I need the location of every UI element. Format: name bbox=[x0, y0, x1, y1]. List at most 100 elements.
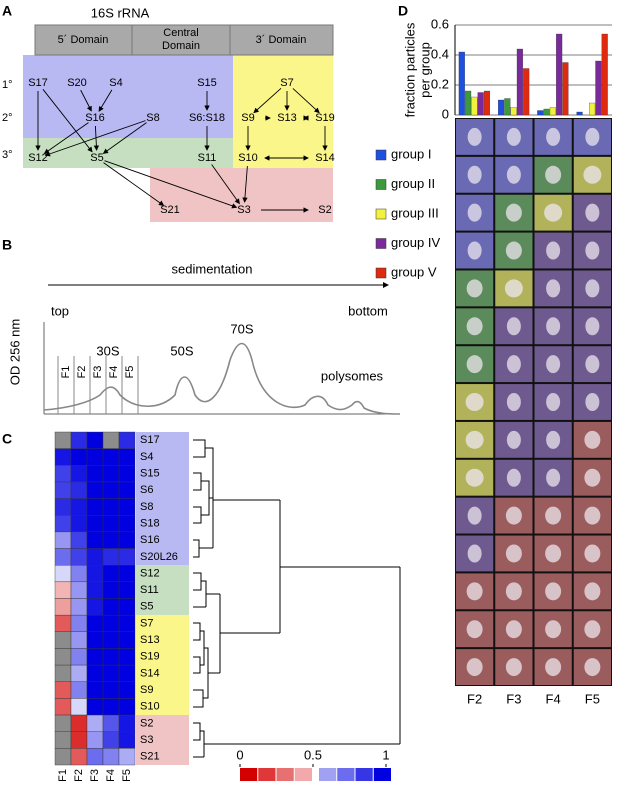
heatmap-cell bbox=[102, 448, 120, 466]
particle bbox=[545, 165, 562, 184]
particle bbox=[506, 468, 521, 487]
heatmap-cell bbox=[54, 681, 72, 699]
heatmap-cell bbox=[86, 731, 104, 749]
heatmap-cell bbox=[86, 498, 104, 516]
arrow bbox=[103, 162, 165, 206]
heatmap-cell bbox=[54, 748, 72, 766]
colorbar-swatch bbox=[355, 768, 373, 781]
colorbar-swatch bbox=[276, 768, 294, 781]
particle bbox=[465, 468, 484, 487]
bar bbox=[483, 90, 490, 116]
row-label: S17 bbox=[140, 434, 160, 446]
heatmap-cell bbox=[102, 498, 120, 516]
particle bbox=[506, 317, 521, 336]
legend-label: group II bbox=[391, 176, 435, 191]
heatmap-cell bbox=[70, 614, 88, 633]
y-tick-label: 0 bbox=[442, 106, 449, 121]
heatmap-cell bbox=[118, 448, 136, 466]
heatmap-cell bbox=[102, 631, 120, 649]
heatmap-cell bbox=[102, 664, 120, 682]
protein-node: S16 bbox=[85, 112, 105, 124]
column-label: F3 bbox=[89, 769, 101, 782]
protein-node: S11 bbox=[198, 152, 217, 164]
particle bbox=[583, 165, 602, 184]
panel-letter: D bbox=[398, 3, 408, 19]
heatmap-cell bbox=[54, 515, 72, 533]
bar bbox=[589, 102, 596, 116]
particle bbox=[584, 582, 601, 601]
particle bbox=[504, 279, 523, 298]
heatmap-cell bbox=[86, 631, 104, 649]
bar bbox=[601, 33, 608, 116]
bar bbox=[471, 96, 478, 116]
row-band bbox=[136, 715, 189, 765]
arrow bbox=[292, 88, 320, 114]
y-axis-label: fraction particles bbox=[402, 22, 417, 117]
heatmap-cell bbox=[54, 448, 72, 466]
row-band bbox=[136, 615, 189, 715]
row-label: S11 bbox=[140, 584, 159, 596]
heatmap-cell bbox=[86, 581, 104, 599]
heatmap-cell bbox=[102, 748, 120, 766]
particle bbox=[466, 279, 483, 298]
level-label: 3° bbox=[2, 149, 13, 161]
domain-label: Domain bbox=[162, 40, 200, 52]
heatmap-cell bbox=[102, 515, 120, 533]
heatmap-cell bbox=[54, 531, 72, 549]
heatmap-cell bbox=[70, 548, 88, 566]
bar bbox=[562, 62, 569, 116]
particle bbox=[584, 430, 601, 449]
bar bbox=[523, 68, 530, 116]
particle bbox=[505, 620, 522, 639]
heatmap-cell bbox=[102, 565, 120, 583]
protein-node: S8 bbox=[146, 112, 159, 124]
x-tick-label: F4 bbox=[546, 691, 561, 706]
particle bbox=[584, 658, 601, 677]
heatmap-cell bbox=[70, 698, 88, 716]
heatmap-cell bbox=[70, 631, 88, 649]
domain-label: Central bbox=[163, 27, 198, 39]
heatmap-cell bbox=[102, 714, 120, 732]
particle bbox=[467, 241, 482, 260]
arrow bbox=[104, 160, 238, 209]
particle bbox=[546, 127, 561, 146]
protein-node: S17 bbox=[28, 77, 48, 89]
particle bbox=[546, 279, 561, 298]
colorbar-tick-label: 1 bbox=[382, 747, 389, 762]
heatmap-cell bbox=[118, 481, 136, 499]
heatmap-cell bbox=[54, 648, 72, 666]
particle bbox=[467, 203, 482, 222]
colorbar-swatch bbox=[373, 768, 391, 781]
row-label: S9 bbox=[140, 684, 153, 696]
bar bbox=[595, 60, 602, 116]
particle bbox=[585, 127, 600, 146]
row-label: S13 bbox=[140, 634, 160, 646]
arrow bbox=[102, 122, 147, 154]
particle bbox=[466, 317, 483, 336]
peak-label: 30S bbox=[96, 343, 119, 358]
particle bbox=[506, 127, 521, 146]
od-profile bbox=[43, 342, 401, 415]
fraction-label: F4 bbox=[108, 366, 120, 379]
particle bbox=[585, 279, 600, 298]
arrow bbox=[44, 120, 146, 157]
particle bbox=[585, 241, 600, 260]
particle bbox=[466, 355, 483, 374]
heatmap-cell bbox=[86, 431, 104, 449]
y-tick-label: 0.2 bbox=[431, 76, 449, 91]
heatmap-cell bbox=[118, 498, 136, 516]
heatmap-cell bbox=[102, 581, 120, 599]
protein-node: S12 bbox=[28, 152, 48, 164]
particle bbox=[545, 658, 562, 677]
protein-node: S7 bbox=[280, 77, 293, 89]
row-label: S2 bbox=[140, 717, 153, 729]
heatmap-cell bbox=[118, 614, 136, 633]
heatmap-cell bbox=[102, 681, 120, 699]
protein-node: S4 bbox=[109, 77, 122, 89]
colorbar-swatch bbox=[240, 768, 258, 781]
heatmap-cell bbox=[118, 731, 136, 749]
row-label: S4 bbox=[140, 451, 153, 463]
level-label: 1° bbox=[2, 79, 13, 91]
fraction-label: F2 bbox=[76, 366, 88, 379]
legend-label: group I bbox=[391, 146, 431, 161]
